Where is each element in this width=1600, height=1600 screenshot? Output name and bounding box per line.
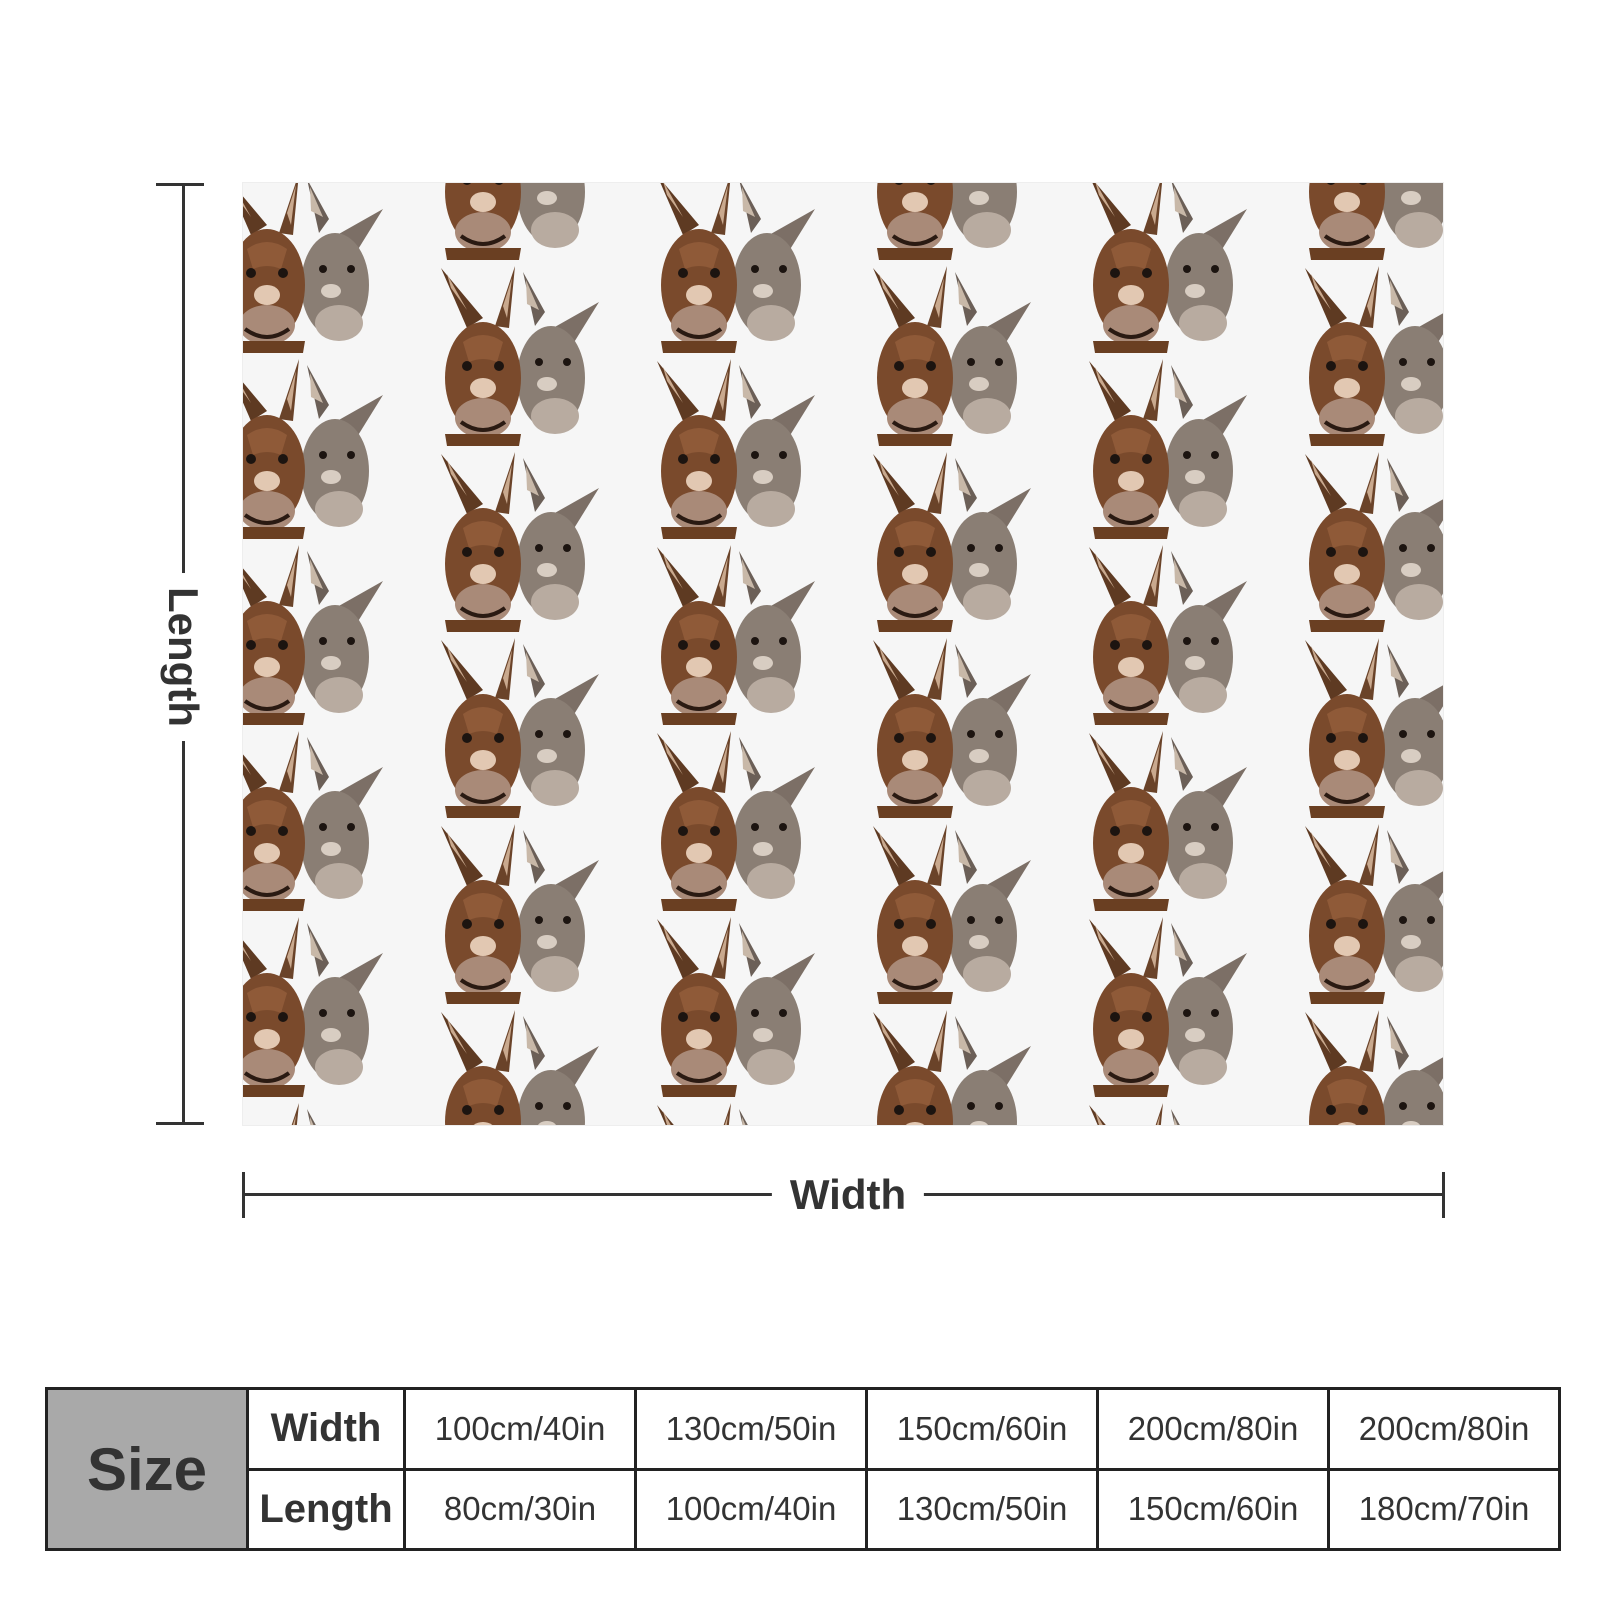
length-row-heading: Length bbox=[246, 1467, 406, 1551]
width-right-tick bbox=[1442, 1172, 1445, 1218]
donkey-pattern bbox=[243, 183, 1443, 1125]
width-cell: 200cm/80in bbox=[1096, 1387, 1330, 1471]
width-cell: 200cm/80in bbox=[1327, 1387, 1561, 1471]
width-cell: 100cm/40in bbox=[403, 1387, 637, 1471]
length-cell: 130cm/50in bbox=[865, 1467, 1099, 1551]
width-cell: 130cm/50in bbox=[634, 1387, 868, 1471]
width-row-heading: Width bbox=[246, 1387, 406, 1471]
width-label: Width bbox=[771, 1174, 925, 1216]
length-top-tick bbox=[156, 183, 204, 186]
blanket-preview bbox=[243, 183, 1443, 1125]
size-table: Size Width 100cm/40in 130cm/50in 150cm/6… bbox=[45, 1387, 1561, 1551]
table-row: Length 80cm/30in 100cm/40in 130cm/50in 1… bbox=[47, 1467, 1561, 1551]
length-bottom-tick bbox=[156, 1122, 204, 1125]
length-label: Length bbox=[160, 573, 207, 741]
length-cell: 150cm/60in bbox=[1096, 1467, 1330, 1551]
table-row: Size Width 100cm/40in 130cm/50in 150cm/6… bbox=[45, 1387, 1561, 1551]
length-cell: 100cm/40in bbox=[634, 1467, 868, 1551]
length-cell: 80cm/30in bbox=[403, 1467, 637, 1551]
width-cell: 150cm/60in bbox=[865, 1387, 1099, 1471]
size-heading: Size bbox=[45, 1387, 249, 1551]
length-cell: 180cm/70in bbox=[1327, 1467, 1561, 1551]
